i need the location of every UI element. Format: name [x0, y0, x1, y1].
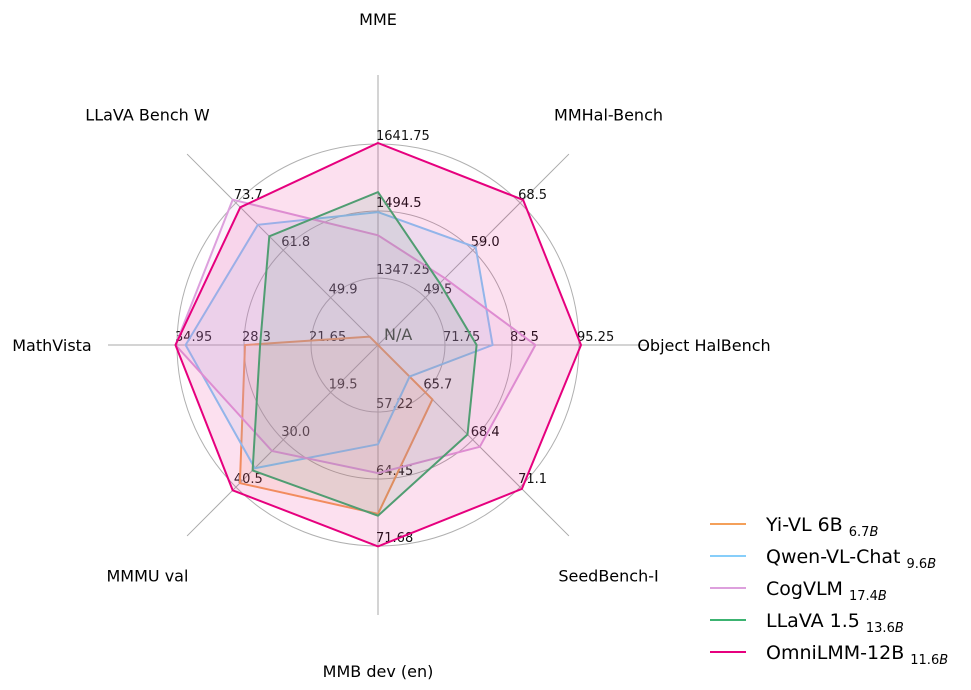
- legend-entry: CogVLM 17.4B: [766, 578, 887, 604]
- tick-label: 61.8: [281, 235, 310, 250]
- tick-label: 65.7: [423, 377, 452, 392]
- legend-entry: LLaVA 1.5 13.6B: [766, 610, 904, 636]
- axis-line: [377, 153, 570, 346]
- legend-entry: Yi-VL 6B 6.7B: [765, 514, 878, 540]
- axis-label: Object HalBench: [637, 336, 770, 355]
- tick-label: 71.68: [376, 531, 413, 546]
- legend-entry: OmniLMM-12B 11.6B: [766, 642, 948, 668]
- series-polygon: [238, 335, 434, 516]
- tick-label: 1641.75: [376, 129, 430, 144]
- series-polygon: [174, 141, 583, 548]
- tick-label: 68.5: [518, 188, 547, 203]
- axis-line: [186, 344, 379, 537]
- axis-label: SeedBench-I: [558, 567, 658, 586]
- series-polygons: [174, 141, 583, 548]
- tick-label: 71.1: [518, 472, 547, 487]
- tick-label: 95.25: [577, 330, 614, 345]
- axis-label: MMMU val: [107, 567, 189, 586]
- axis-label: MMB dev (en): [323, 662, 434, 681]
- tick-label: 1347.25: [376, 263, 430, 278]
- tick-label: 68.4: [471, 425, 500, 440]
- tick-label: 30.0: [281, 425, 310, 440]
- grid: [108, 75, 648, 615]
- tick-label: 57.22: [376, 397, 413, 412]
- tick-label: 19.5: [329, 377, 358, 392]
- axis-label: MME: [359, 10, 397, 29]
- tick-label: 28.3: [242, 330, 271, 345]
- tick-label: 21.65: [309, 330, 346, 345]
- tick-label: 59.0: [471, 235, 500, 250]
- legend-entry: Qwen-VL-Chat 9.6B: [766, 546, 936, 572]
- axis-label: LLaVA Bench W: [85, 105, 210, 124]
- axis-label: MathVista: [12, 336, 91, 355]
- series-polygon: [251, 190, 478, 517]
- series-polygon: [174, 198, 537, 475]
- tick-label: 49.9: [329, 283, 358, 298]
- axis-labels: MME MMHal-Bench Object HalBench SeedBench-I…: [12, 10, 770, 681]
- series-polygon: [184, 211, 494, 470]
- axis-label: MMHal-Bench: [554, 105, 663, 124]
- center-label: N/A: [384, 325, 412, 344]
- axis-line: [186, 153, 379, 346]
- legend: Yi-VL 6B 6.7B Qwen-VL-Chat 9.6B CogVLM 17.…: [710, 514, 948, 668]
- tick-label: 34.95: [175, 330, 212, 345]
- tick-label: 64.45: [376, 464, 413, 479]
